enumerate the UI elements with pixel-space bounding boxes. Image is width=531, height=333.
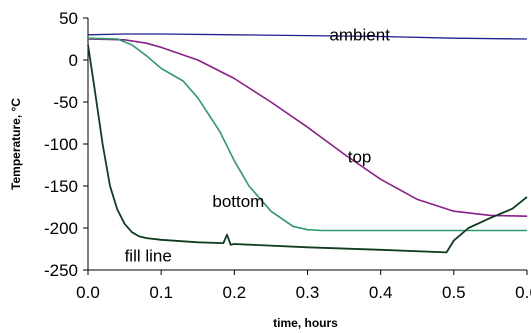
x-tick-label: 0.6 [515, 283, 531, 302]
series-label-ambient: ambient [329, 26, 390, 45]
labels-layer: ambient top bottom fill line [125, 26, 391, 266]
x-tick-label: 0.4 [369, 283, 393, 302]
y-tick-label: -50 [53, 93, 78, 112]
y-tick-label: -250 [44, 261, 78, 280]
axes: 50 0 -50 -100 -150 -200 -250 0.0 0.1 0.2 0.3 0.4 0.5… [9, 9, 531, 330]
y-tick-label: 0 [69, 51, 78, 70]
series-line-bottom [87, 37, 527, 232]
x-tick-label: 0.5 [442, 283, 466, 302]
y-tick-label: -150 [44, 177, 78, 196]
series-label-top: top [348, 147, 372, 166]
x-tick-label: 0.1 [149, 283, 173, 302]
series-label-fill-line: fill line [125, 247, 172, 266]
x-tick-label: 0.0 [76, 283, 100, 302]
y-tick-label: 50 [59, 9, 78, 28]
x-tick-label: 0.3 [296, 283, 320, 302]
y-tick-label: -100 [44, 135, 78, 154]
series-line-ambient [87, 33, 528, 40]
series-label-bottom: bottom [212, 192, 264, 211]
series-line-fill-line [87, 44, 528, 254]
x-axis-title: time, hours [273, 316, 338, 330]
y-tick-label: -200 [44, 219, 78, 238]
x-tick-label: 0.2 [223, 283, 247, 302]
y-axis-title: Temperature, °C [9, 98, 23, 190]
series-line-top [87, 38, 528, 217]
series-layer [87, 33, 528, 254]
